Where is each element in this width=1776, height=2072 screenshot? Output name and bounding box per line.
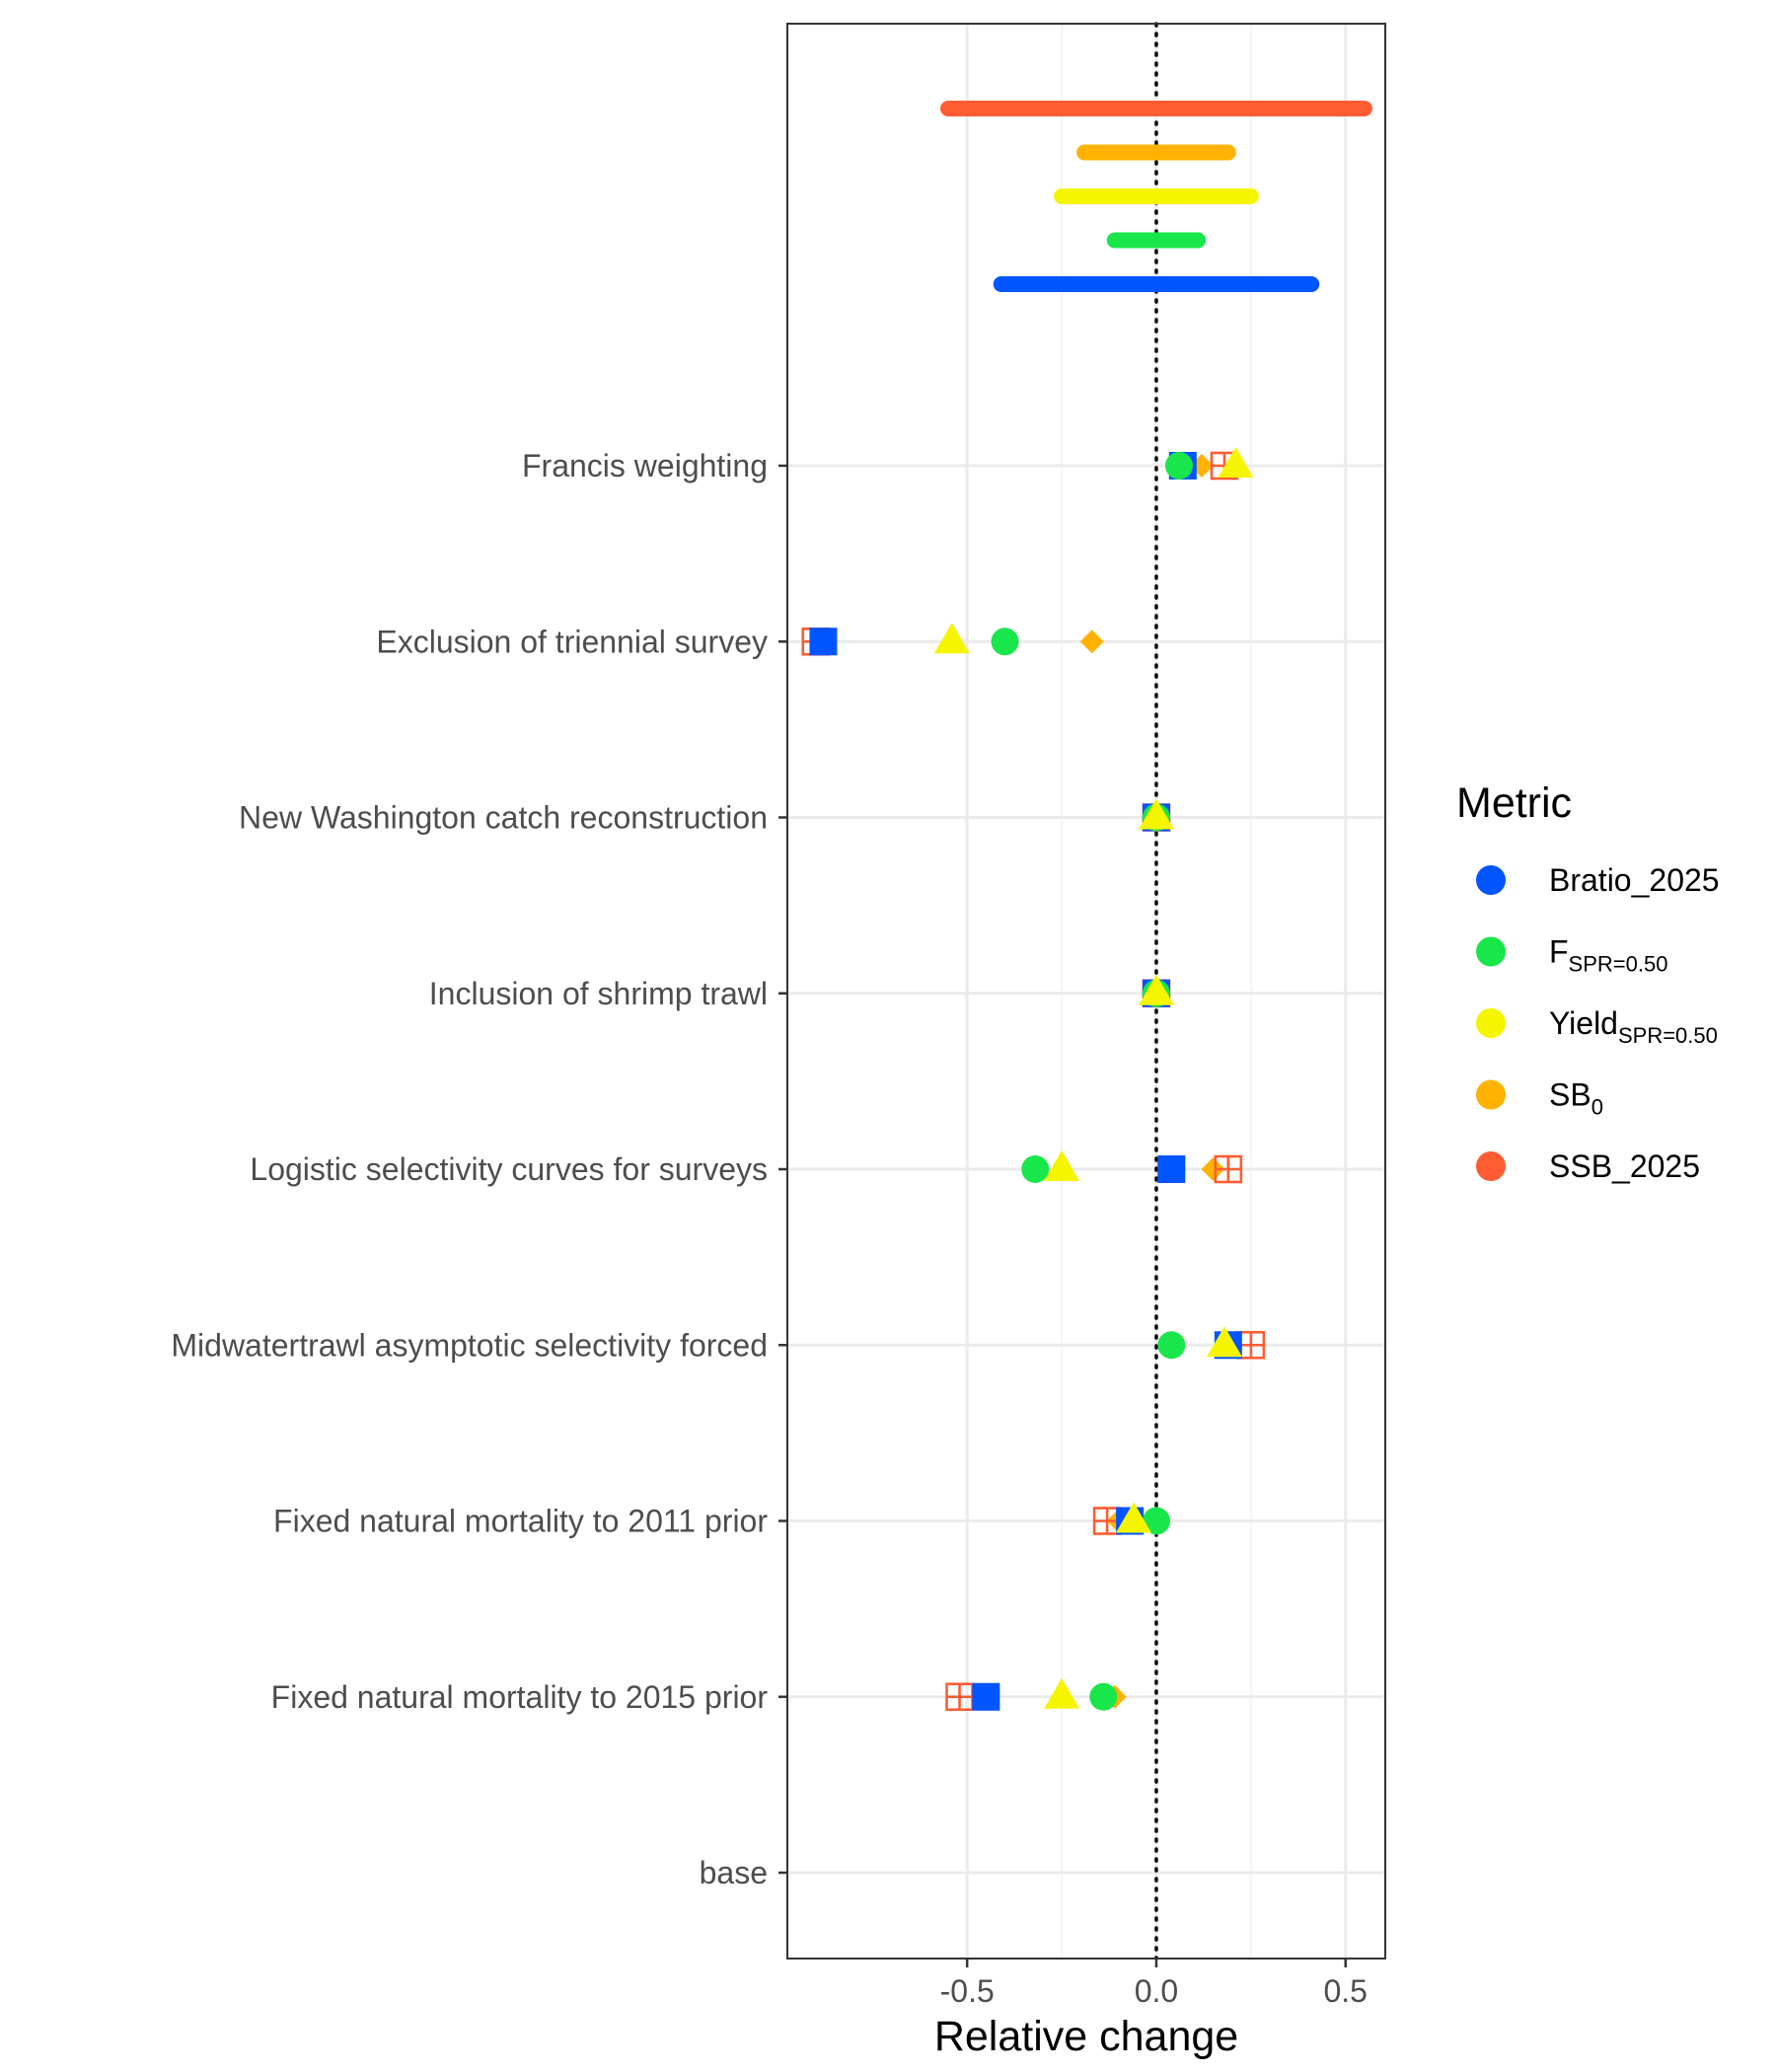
y-tick-label: Fixed natural mortality to 2011 prior [273,1504,768,1539]
y-tick-label: Fixed natural mortality to 2015 prior [271,1679,769,1715]
legend-label: FSPR=0.50 [1549,934,1667,977]
legend-label: SSB_2025 [1549,1148,1700,1184]
legend-key-bratio-2025 [1476,865,1506,895]
point-yield-spr-0-50 [1115,1502,1151,1533]
legend-key-ssb-2025 [1476,1151,1506,1181]
x-tick-label: -0.5 [940,1973,995,2009]
y-axis: base Fixed natural mortality to 2015 prio… [171,448,787,1890]
legend-key-f-spr-0-50 [1476,936,1506,967]
point-bratio-2025 [809,628,838,656]
point-bratio-2025 [972,1682,1000,1711]
point-yield-spr-0-50 [1218,447,1254,478]
legend: Metric Bratio_2025 FSPR=0.50 YieldSPR=0.50… [1456,779,1720,1184]
y-tick-label: Midwatertrawl asymptotic selectivity for… [171,1327,768,1363]
range-bars [940,101,1372,292]
point-f-spr-0-50 [1142,1507,1170,1535]
panel-border [786,23,1386,1960]
point-sb-0 [1079,629,1104,654]
x-tick-label: 0.5 [1323,1973,1367,2009]
point-yield-spr-0-50 [1044,1150,1080,1181]
plot-panel [787,24,1385,1959]
legend-label: YieldSPR=0.50 [1549,1005,1718,1048]
point-ssb-2025 [1214,1154,1243,1184]
point-yield-spr-0-50 [1044,1677,1080,1709]
data-points [801,447,1266,1712]
y-tick-label: Exclusion of triennial survey [376,624,768,659]
point-yield-spr-0-50 [1206,1326,1242,1358]
x-tick-label: 0.0 [1135,1973,1178,2009]
x-axis-label: Relative change [934,2013,1238,2060]
legend-title: Metric [1456,779,1572,827]
point-yield-spr-0-50 [1138,974,1174,1005]
point-f-spr-0-50 [1021,1155,1050,1183]
legend-key-sb-0 [1476,1079,1506,1110]
point-f-spr-0-50 [1089,1682,1118,1711]
legend-key-yield-spr-0-50 [1476,1008,1506,1038]
legend-label: Bratio_2025 [1549,862,1720,898]
point-f-spr-0-50 [991,628,1019,656]
plot-background [787,24,1385,1959]
point-yield-spr-0-50 [933,623,970,654]
point-yield-spr-0-50 [1138,798,1174,830]
point-f-spr-0-50 [1164,452,1193,480]
y-tick-label: New Washington catch reconstruction [239,800,768,836]
y-tick-label: Francis weighting [522,448,768,483]
point-bratio-2025 [1157,1155,1186,1183]
panel-frame [786,23,1386,1960]
legend-label: SB0 [1549,1077,1603,1120]
y-tick-label: base [700,1855,768,1890]
x-axis: -0.5 0.0 0.5 [940,1959,1368,2009]
y-tick-label: Inclusion of shrimp trawl [429,976,768,1011]
point-f-spr-0-50 [1157,1331,1186,1360]
point-sb-0 [1201,1157,1225,1181]
y-tick-label: Logistic selectivity curves for surveys [250,1151,768,1187]
